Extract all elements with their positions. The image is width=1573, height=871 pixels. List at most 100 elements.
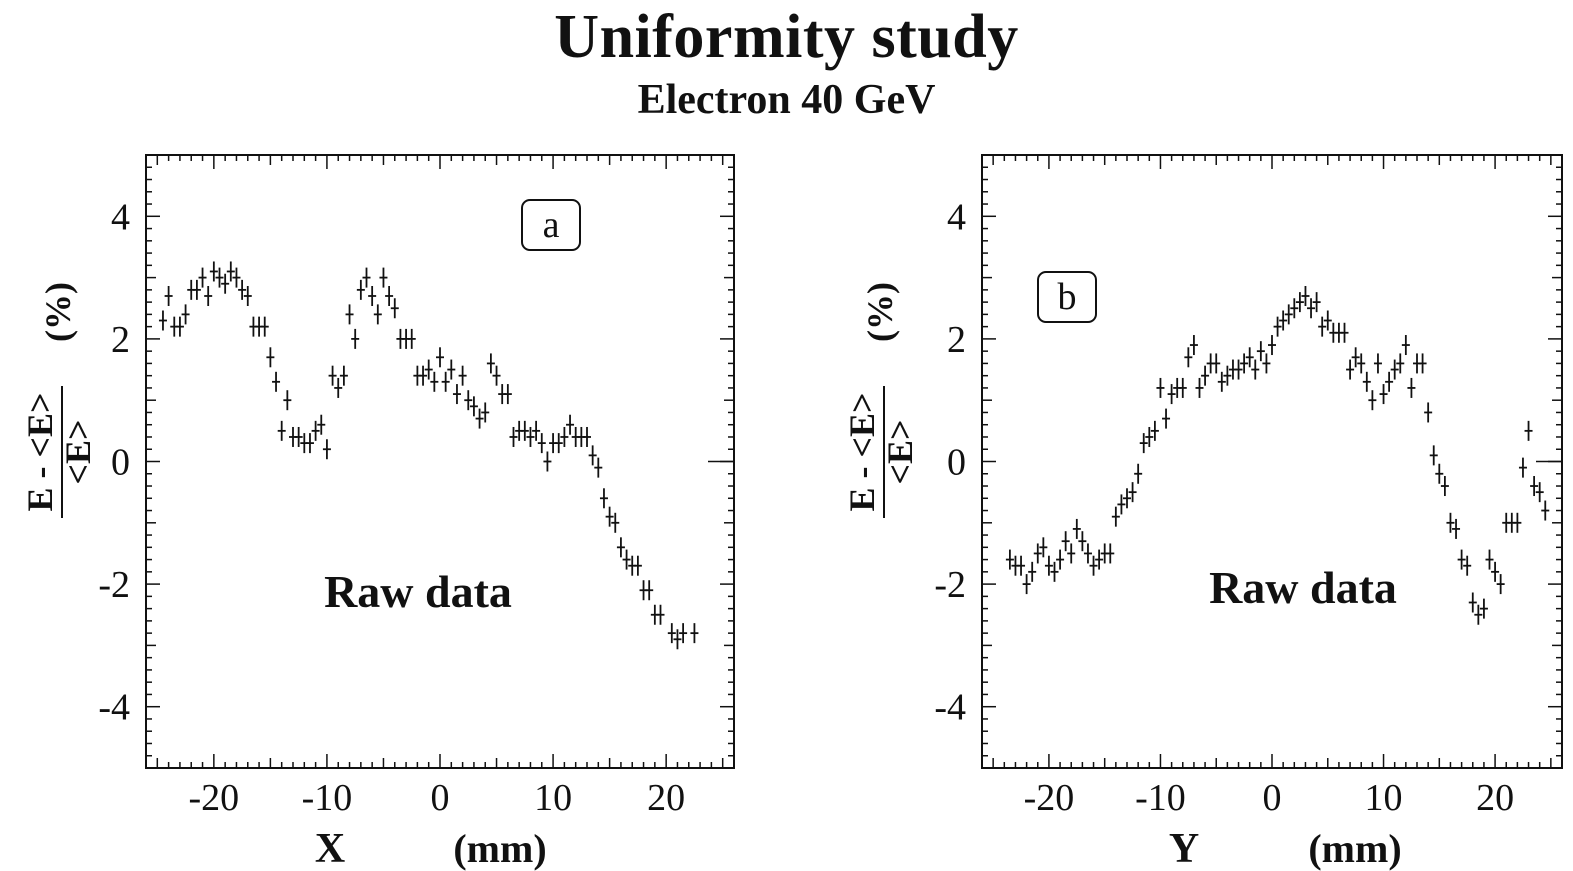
x-tick-label: 10 — [534, 777, 572, 819]
data-point — [645, 580, 654, 601]
data-point — [175, 316, 184, 337]
data-point — [1123, 488, 1131, 509]
data-point — [1318, 316, 1327, 337]
data-point — [452, 384, 461, 405]
data-point — [1061, 531, 1070, 552]
data-point — [1273, 316, 1282, 337]
data-point — [520, 420, 529, 441]
data-point — [345, 304, 354, 325]
data-point — [1340, 322, 1349, 343]
data-point — [1468, 592, 1477, 613]
data-point — [209, 261, 218, 282]
data-point — [1251, 359, 1260, 380]
data-point — [385, 285, 394, 306]
y-tick-label: -2 — [934, 564, 966, 606]
data-point — [1083, 543, 1092, 564]
data-point — [1223, 365, 1232, 386]
x-tick-label: 0 — [431, 777, 450, 819]
data-point — [1541, 500, 1550, 521]
data-point — [1491, 561, 1500, 582]
data-point — [1245, 347, 1254, 368]
data-point — [1005, 549, 1014, 570]
data-point — [328, 365, 337, 386]
data-point — [1039, 537, 1048, 558]
data-point — [1189, 335, 1198, 356]
data-point — [469, 396, 478, 417]
data-point — [616, 537, 625, 558]
data-point — [243, 285, 252, 306]
x-axis-label: Y — [1169, 826, 1199, 871]
data-point — [204, 285, 213, 306]
panel-tag-box — [521, 199, 581, 251]
y-label-denominator: <E> — [880, 419, 920, 484]
data-point — [673, 629, 682, 650]
data-point — [373, 304, 382, 325]
y-label-numerator: E - <E> — [20, 392, 60, 511]
data-point — [1150, 420, 1159, 441]
data-point — [192, 279, 201, 300]
data-point — [1362, 371, 1371, 392]
data-point — [492, 365, 501, 386]
data-point — [1145, 426, 1154, 447]
data-point — [419, 365, 428, 386]
data-point — [311, 420, 320, 441]
data-point — [1167, 384, 1176, 405]
data-point — [1485, 549, 1494, 570]
y-tick-label: 2 — [111, 319, 130, 361]
data-point — [1424, 402, 1433, 423]
data-point — [1301, 285, 1310, 306]
data-point — [1396, 353, 1405, 374]
x-tick-label: -20 — [1024, 777, 1075, 819]
data-point — [1201, 365, 1210, 386]
data-point — [458, 365, 467, 386]
data-point — [351, 328, 360, 349]
data-point — [1401, 335, 1410, 356]
x-tick-label: 20 — [647, 777, 685, 819]
data-point — [526, 426, 535, 447]
data-point — [1072, 518, 1081, 539]
data-point — [181, 304, 190, 325]
data-point — [1028, 561, 1037, 582]
data-point — [1418, 353, 1427, 374]
data-point — [1524, 420, 1533, 441]
chart-title: Uniformity study — [554, 3, 1019, 71]
x-tick-label: 20 — [1476, 777, 1514, 819]
data-point — [1078, 531, 1087, 552]
data-point — [221, 273, 230, 294]
data-point — [622, 549, 631, 570]
y-tick-label: 4 — [111, 196, 130, 238]
data-point — [317, 414, 326, 435]
data-point — [1139, 433, 1148, 454]
data-point — [532, 420, 541, 441]
y-tick-label: -2 — [98, 564, 130, 606]
data-point — [1262, 353, 1271, 374]
data-point — [232, 267, 241, 288]
data-point — [486, 353, 495, 374]
data-point — [379, 267, 388, 288]
data-point — [1452, 518, 1461, 539]
y-tick-label: 2 — [947, 319, 966, 361]
y-axis-unit: (%) — [860, 282, 900, 342]
y-tick-label: 0 — [947, 442, 966, 484]
data-point — [277, 420, 286, 441]
data-point — [1429, 445, 1438, 466]
data-point — [1474, 604, 1483, 625]
data-point — [1373, 353, 1382, 374]
data-point — [1111, 506, 1120, 527]
data-point — [1284, 304, 1293, 325]
y-axis-label: E - <E><E> (%) — [842, 282, 920, 518]
data-point — [266, 347, 275, 368]
data-point — [260, 316, 269, 337]
data-point — [1407, 377, 1416, 398]
y-tick-label: 0 — [111, 442, 130, 484]
y-axis-label: E - <E><E> (%) — [20, 282, 98, 518]
data-point — [368, 285, 377, 306]
data-point — [1089, 555, 1098, 576]
data-point — [566, 414, 575, 435]
data-point — [464, 390, 473, 411]
data-point — [1351, 347, 1360, 368]
x-axis-unit: (mm) — [1308, 826, 1401, 871]
panel-tag-box — [1037, 271, 1097, 323]
data-point — [588, 445, 597, 466]
chart-subtitle: Electron 40 GeV — [637, 77, 936, 123]
